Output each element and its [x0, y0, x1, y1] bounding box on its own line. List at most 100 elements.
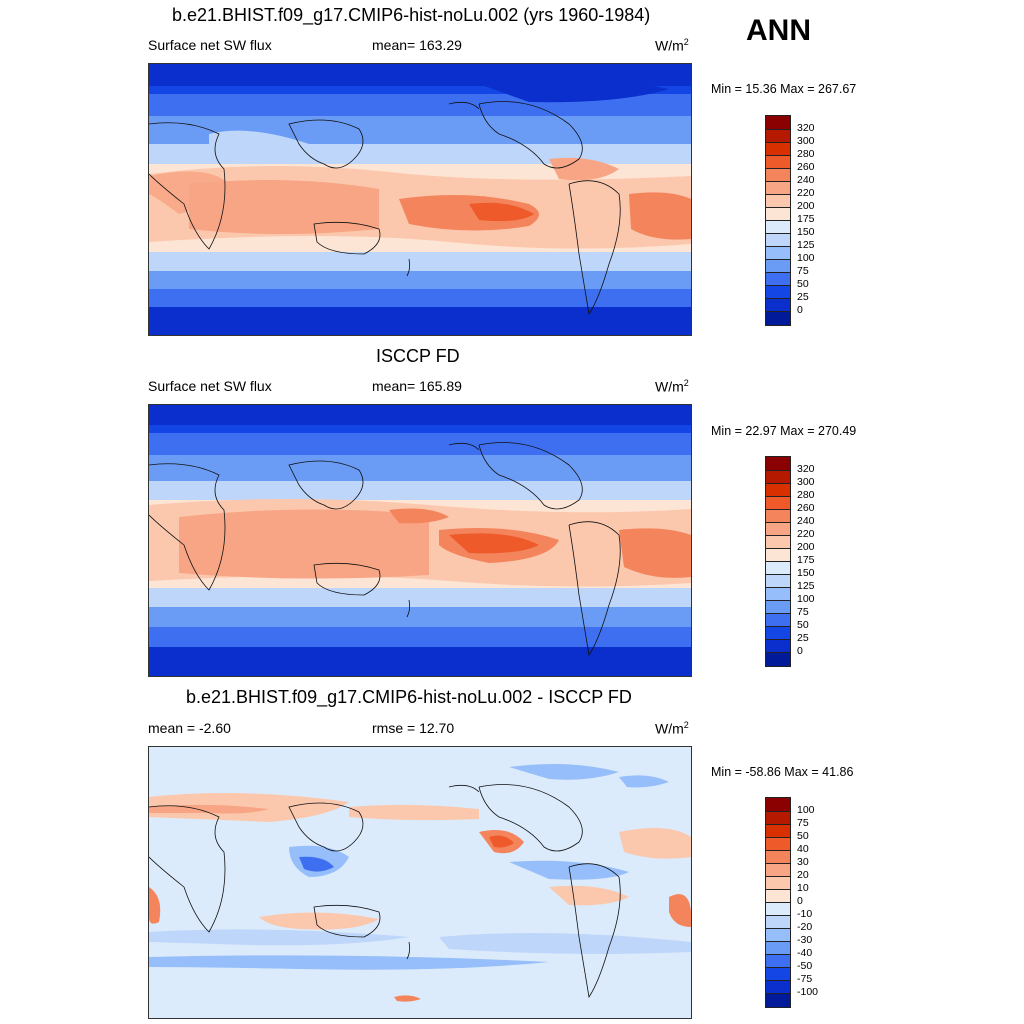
panel-units: W/m2 [655, 37, 689, 54]
colorbar-swatch [766, 311, 790, 325]
colorbar-tick: 25 [797, 291, 809, 303]
colorbar-tick: 100 [797, 804, 815, 816]
panel-units: W/m2 [655, 378, 689, 395]
colorbar-tick: 50 [797, 619, 809, 631]
colorbar-swatch [766, 941, 790, 954]
colorbar-tick: 25 [797, 632, 809, 644]
panel-rmse-label: rmse = 12.70 [372, 720, 455, 736]
colorbar-tick: -40 [797, 947, 813, 959]
colorbar-observations [765, 456, 791, 667]
figure-title: b.e21.BHIST.f09_g17.CMIP6-hist-noLu.002 … [172, 5, 651, 25]
panel-minmax: Min = -58.86 Max = 41.86 [711, 765, 854, 779]
colorbar-tick: 125 [797, 580, 815, 592]
colorbar-tick: -30 [797, 934, 813, 946]
panel-title: ISCCP FD [376, 346, 460, 366]
colorbar-swatch [766, 574, 790, 587]
colorbar-swatch [766, 194, 790, 207]
panel-mean-label: mean= 163.29 [372, 37, 462, 53]
panel-units: W/m2 [655, 720, 689, 737]
colorbar-tick: 30 [797, 856, 809, 868]
colorbar-swatch [766, 285, 790, 298]
colorbar-swatch [766, 181, 790, 194]
colorbar-swatch [766, 246, 790, 259]
colorbar-tick: 75 [797, 817, 809, 829]
colorbar-tick: -20 [797, 921, 813, 933]
colorbar-swatch [766, 168, 790, 181]
colorbar-tick: 40 [797, 843, 809, 855]
colorbar-swatch [766, 207, 790, 220]
colorbar-swatch [766, 915, 790, 928]
colorbar-tick: 320 [797, 122, 815, 134]
colorbar-tick: 150 [797, 567, 815, 579]
colorbar-tick: 150 [797, 226, 815, 238]
colorbar-swatch [766, 626, 790, 639]
panel-title: b.e21.BHIST.f09_g17.CMIP6-hist-noLu.002 … [186, 687, 632, 707]
colorbar-swatch [766, 928, 790, 941]
colorbar-swatch [766, 129, 790, 142]
colorbar-swatch [766, 116, 790, 129]
colorbar-model [765, 115, 791, 326]
colorbar-tick: 100 [797, 252, 815, 264]
panel-mean-label: mean = -2.60 [148, 720, 231, 736]
colorbar-tick: 50 [797, 278, 809, 290]
colorbar-swatch [766, 509, 790, 522]
colorbar-tick: 100 [797, 593, 815, 605]
colorbar-tick: 300 [797, 476, 815, 488]
colorbar-swatch [766, 600, 790, 613]
colorbar-tick: 50 [797, 830, 809, 842]
colorbar-swatch [766, 561, 790, 574]
colorbar-swatch [766, 876, 790, 889]
colorbar-tick: 200 [797, 541, 815, 553]
colorbar-tick: 220 [797, 187, 815, 199]
colorbar-swatch [766, 548, 790, 561]
colorbar-tick: 220 [797, 528, 815, 540]
panel-mean-label: mean= 165.89 [372, 378, 462, 394]
colorbar-swatch [766, 967, 790, 980]
colorbar-tick: 75 [797, 265, 809, 277]
map-model-sw-flux [148, 63, 692, 336]
colorbar-swatch [766, 470, 790, 483]
colorbar-tick: 0 [797, 645, 803, 657]
colorbar-swatch [766, 863, 790, 876]
colorbar-swatch [766, 233, 790, 246]
colorbar-tick: 240 [797, 174, 815, 186]
panel-left-label: Surface net SW flux [148, 378, 272, 394]
colorbar-tick: 10 [797, 882, 809, 894]
colorbar-tick: -75 [797, 973, 813, 985]
colorbar-swatch [766, 811, 790, 824]
colorbar-difference [765, 797, 791, 1008]
colorbar-swatch [766, 993, 790, 1007]
colorbar-swatch [766, 954, 790, 967]
colorbar-tick: 280 [797, 489, 815, 501]
panel-left-label: Surface net SW flux [148, 37, 272, 53]
map-difference [148, 746, 692, 1019]
colorbar-swatch [766, 522, 790, 535]
colorbar-swatch [766, 902, 790, 915]
colorbar-tick: 20 [797, 869, 809, 881]
colorbar-swatch [766, 457, 790, 470]
colorbar-swatch [766, 824, 790, 837]
colorbar-swatch [766, 639, 790, 652]
colorbar-tick: 320 [797, 463, 815, 475]
colorbar-tick: -10 [797, 908, 813, 920]
colorbar-tick: 75 [797, 606, 809, 618]
colorbar-swatch [766, 798, 790, 811]
colorbar-swatch [766, 535, 790, 548]
colorbar-swatch [766, 850, 790, 863]
colorbar-swatch [766, 889, 790, 902]
colorbar-tick: 260 [797, 161, 815, 173]
colorbar-tick: 175 [797, 213, 815, 225]
colorbar-swatch [766, 980, 790, 993]
map-isccp-sw-flux [148, 404, 692, 677]
colorbar-tick: 240 [797, 515, 815, 527]
colorbar-tick: 175 [797, 554, 815, 566]
colorbar-swatch [766, 837, 790, 850]
season-label: ANN [746, 14, 811, 47]
colorbar-tick: 0 [797, 304, 803, 316]
colorbar-tick: 125 [797, 239, 815, 251]
colorbar-tick: 0 [797, 895, 803, 907]
panel-minmax: Min = 15.36 Max = 267.67 [711, 82, 857, 96]
colorbar-swatch [766, 483, 790, 496]
colorbar-tick: 300 [797, 135, 815, 147]
colorbar-swatch [766, 652, 790, 666]
